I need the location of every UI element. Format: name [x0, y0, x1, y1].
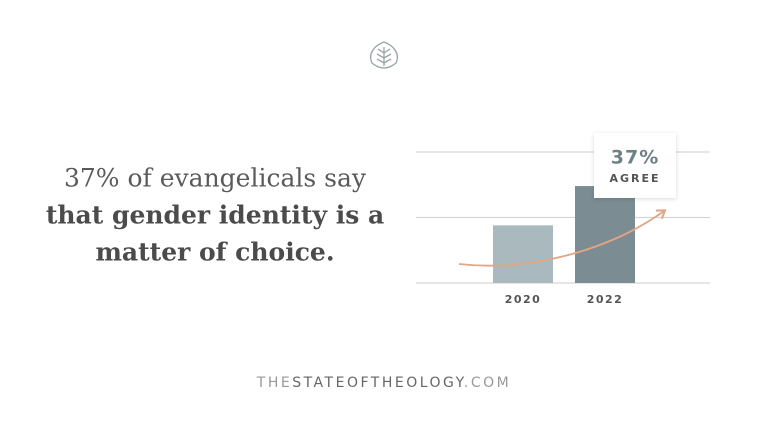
headline: 37% of evangelicals say	[64, 164, 367, 193]
footer-part: .COM	[464, 375, 511, 391]
headline: matter of choice.	[95, 238, 334, 267]
footer-part: THE	[256, 375, 292, 391]
logo	[369, 41, 399, 69]
headline: that gender identity is a	[46, 201, 384, 230]
x-tick-label: 2020	[505, 293, 542, 306]
footer-part: STATEOFTHEOLOGY	[292, 375, 464, 391]
annotation: AGREE	[609, 172, 660, 185]
plot: 2020 2022 37% AGREE	[416, 133, 710, 306]
footer: THESTATEOFTHEOLOGY.COM	[256, 375, 511, 391]
bar	[493, 225, 553, 283]
trend-arrow	[458, 209, 667, 267]
data-label: 37%	[611, 147, 659, 169]
x-tick-label: 2022	[587, 293, 624, 306]
label-box	[594, 133, 676, 198]
